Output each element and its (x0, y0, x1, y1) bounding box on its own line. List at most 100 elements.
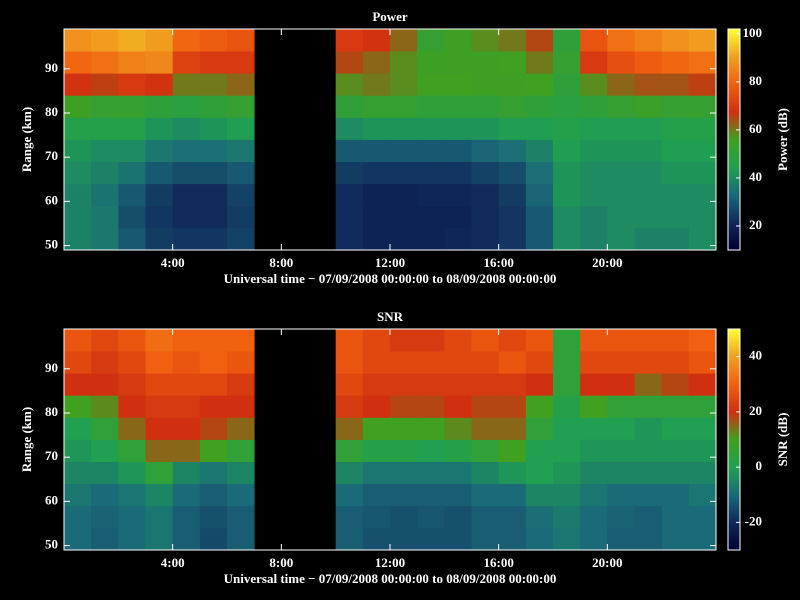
y-axis-label: Range (km) (19, 107, 34, 172)
heatmap-cell (199, 51, 228, 74)
heatmap-cell (172, 73, 201, 96)
heatmap-cell (172, 161, 201, 185)
heatmap-cell (390, 227, 418, 251)
heatmap-cell (498, 51, 527, 74)
heatmap-cell (172, 95, 201, 118)
heatmap-cell (199, 373, 228, 396)
heatmap-cell (64, 183, 92, 207)
colorbar-label: SNR (dB) (775, 413, 790, 467)
heatmap-cell (64, 329, 92, 352)
heatmap-cell (362, 95, 391, 118)
heatmap-cell (118, 329, 146, 352)
heatmap-cell (553, 183, 581, 207)
heatmap-cell (362, 205, 391, 229)
heatmap-cell (145, 395, 174, 418)
colorbar-tick-label: 80 (749, 73, 762, 88)
heatmap-cell (145, 205, 174, 229)
heatmap-cell (64, 205, 92, 229)
heatmap-cell (498, 95, 527, 118)
heatmap-cell (172, 51, 201, 74)
y-tick-label: 60 (45, 192, 58, 207)
heatmap-cell (172, 117, 201, 140)
heatmap-cell (172, 227, 201, 251)
heatmap-cell (498, 505, 527, 529)
heatmap-cell (444, 527, 472, 551)
heatmap-cell (471, 161, 500, 185)
heatmap-cell (64, 227, 92, 251)
x-tick-label: 16:00 (483, 555, 513, 570)
heatmap-cell (580, 95, 608, 118)
heatmap-cell (417, 439, 445, 462)
colorbar-tick-label: 40 (749, 169, 762, 184)
heatmap-cell (688, 329, 717, 352)
heatmap-cell (335, 73, 364, 96)
heatmap-cell (688, 95, 717, 118)
heatmap-cell (661, 117, 690, 140)
heatmap-cell (525, 227, 554, 251)
heatmap-cell (390, 373, 418, 396)
heatmap-cell (145, 461, 174, 485)
heatmap-cell (444, 395, 472, 418)
heatmap-cell (634, 183, 663, 207)
heatmap-cell (417, 461, 445, 485)
heatmap-cell (471, 417, 500, 440)
heatmap-cell (580, 505, 608, 529)
heatmap-cell (172, 505, 201, 529)
heatmap-cell (525, 373, 554, 396)
heatmap-cell (417, 51, 445, 74)
heatmap-cell (688, 51, 717, 74)
heatmap-cell (362, 439, 391, 462)
colorbar-label: Power (dB) (775, 108, 790, 171)
heatmap-cell (335, 51, 364, 74)
heatmap-cell (553, 161, 581, 185)
heatmap-cell (661, 329, 690, 352)
heatmap-cell (525, 51, 554, 74)
heatmap-cell (607, 395, 635, 418)
heatmap-cell (471, 73, 500, 96)
heatmap-cell (525, 505, 554, 529)
heatmap-cell (172, 527, 201, 551)
heatmap-cell (553, 483, 581, 507)
heatmap-cell (471, 183, 500, 207)
heatmap-cell (498, 139, 527, 162)
heatmap-cell (498, 29, 527, 52)
heatmap-cell (227, 329, 255, 352)
heatmap-cell (172, 329, 201, 352)
heatmap-cell (390, 183, 418, 207)
heatmap-cell (91, 351, 119, 374)
heatmap-cell (390, 483, 418, 507)
heatmap-cell (688, 73, 717, 96)
heatmap-cell (172, 205, 201, 229)
heatmap-cell (634, 95, 663, 118)
heatmap-cell (553, 395, 581, 418)
x-tick-label: 20:00 (592, 255, 622, 270)
heatmap-cell (362, 139, 391, 162)
heatmap-cell (580, 227, 608, 251)
heatmap-cell (417, 395, 445, 418)
heatmap-cell (145, 417, 174, 440)
y-tick-label: 70 (45, 148, 58, 163)
heatmap-cell (64, 505, 92, 529)
heatmap-cell (607, 73, 635, 96)
heatmap-cell (335, 139, 364, 162)
x-tick-label: 12:00 (375, 555, 405, 570)
heatmap-cell (145, 51, 174, 74)
heatmap-cell (580, 117, 608, 140)
heatmap-cell (498, 395, 527, 418)
heatmap-cell (390, 51, 418, 74)
heatmap-cell (227, 117, 255, 140)
heatmap-cell (661, 417, 690, 440)
heatmap-cell (227, 505, 255, 529)
heatmap-cell (227, 483, 255, 507)
heatmap-cell (444, 439, 472, 462)
heatmap-cell (362, 373, 391, 396)
heatmap-cell (390, 205, 418, 229)
heatmap-cell (335, 527, 364, 551)
heatmap-cell (145, 483, 174, 507)
heatmap-cell (634, 417, 663, 440)
heatmap-cell (634, 51, 663, 74)
heatmap-cell (688, 161, 717, 185)
heatmap-cell (118, 51, 146, 74)
heatmap-cell (634, 395, 663, 418)
heatmap-cell (227, 95, 255, 118)
